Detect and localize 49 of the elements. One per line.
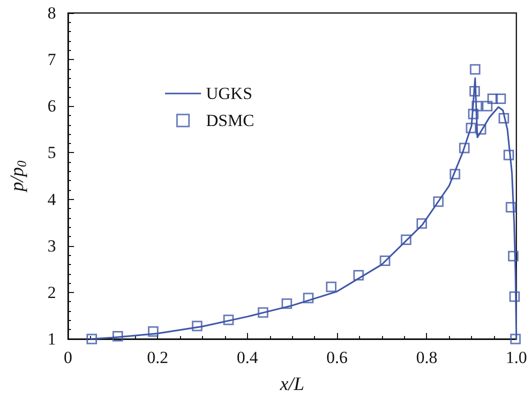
point [470,64,480,75]
y-tick-label: 4 [48,190,56,209]
y-tick-label: 3 [48,236,56,256]
y-tick-label: 5 [48,143,56,162]
x-tick-label: 0.6 [326,348,348,367]
x-tick-label: 0.2 [147,348,168,367]
y-tick-label: 8 [48,4,56,22]
x-tick-label: 0.4 [236,348,258,367]
y-tick-label: 2 [48,282,56,302]
point [487,93,498,104]
point [482,100,492,112]
y-tick-label: 1 [48,330,56,348]
point [433,196,444,207]
y-tick-label: 7 [48,50,56,70]
point [468,108,479,120]
point [86,334,98,344]
point [148,326,158,337]
point [416,218,428,229]
point [450,168,460,180]
x-axis-title: x/L [279,374,304,395]
legend-label: DSMC [206,111,254,130]
point [495,93,506,104]
point [353,270,364,280]
point [223,314,234,326]
x-tick-label: 1.0 [506,348,527,367]
point [326,282,336,292]
x-tick-label: 0 [64,348,72,367]
point [459,142,470,154]
point [466,122,476,134]
legend-label: UGKS [206,84,252,103]
point [498,113,510,124]
point [476,124,486,135]
point [504,150,514,160]
point [258,307,268,318]
y-tick-label: 6 [48,96,56,116]
point [192,320,202,332]
y-axis-title: p/p0 [7,160,29,194]
point [510,334,521,344]
point [303,292,314,304]
point [508,250,518,262]
point [400,234,412,246]
point [506,202,516,212]
point [509,291,520,302]
point [472,100,482,112]
point [282,298,292,309]
x-tick-label: 0.8 [416,348,438,367]
point [469,86,480,96]
point [112,330,124,342]
point [380,256,390,266]
